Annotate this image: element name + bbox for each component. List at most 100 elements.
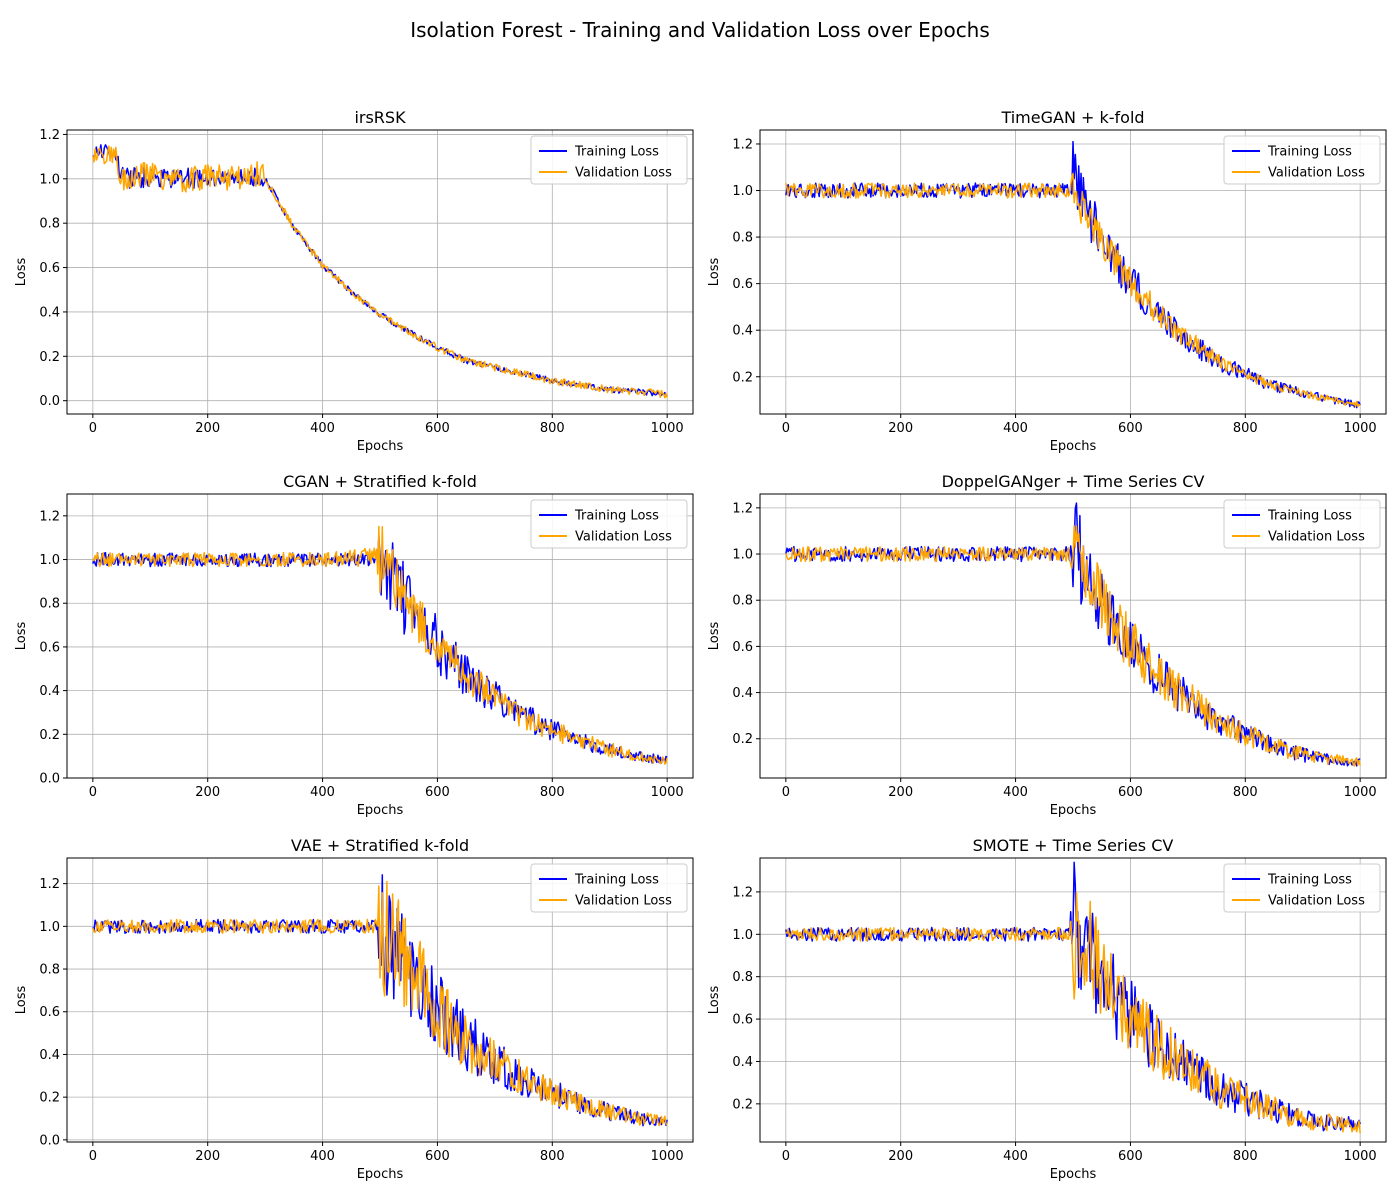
x-tick-label: 200 (888, 1149, 913, 1164)
x-tick-label: 1000 (651, 421, 684, 436)
y-axis-label: Loss (14, 622, 29, 651)
legend: Training Loss Validation Loss (530, 499, 688, 549)
x-tick-label: 200 (888, 785, 913, 800)
x-tick-label: 200 (195, 1149, 220, 1164)
x-tick-label: 800 (1233, 785, 1258, 800)
plot-frame (759, 129, 1387, 415)
y-tick-label: 0.6 (39, 1005, 60, 1020)
legend-box (530, 135, 688, 185)
x-tick-label: 400 (310, 1149, 335, 1164)
y-tick-label: 0.4 (732, 324, 753, 339)
x-tick-label: 400 (1003, 421, 1028, 436)
y-tick-label: 0.2 (732, 732, 753, 747)
x-tick-label: 800 (1233, 421, 1258, 436)
y-tick-label: 0.8 (732, 594, 753, 609)
x-tick-label: 600 (425, 1149, 450, 1164)
x-tick-label: 1000 (651, 785, 684, 800)
legend-label-validation-loss: Validation Loss (1268, 530, 1365, 545)
legend: Training Loss Validation Loss (530, 863, 688, 913)
x-tick-label: 200 (195, 421, 220, 436)
subplot-title: VAE + Stratified k-fold (291, 836, 469, 855)
x-tick-label: 0 (782, 785, 790, 800)
legend-label-validation-loss: Validation Loss (1268, 894, 1365, 909)
x-tick-label: 600 (1118, 1149, 1143, 1164)
y-tick-label: 0.0 (39, 1133, 60, 1148)
x-tick-label: 400 (1003, 1149, 1028, 1164)
y-tick-label: 0.0 (39, 772, 60, 787)
y-tick-label: 0.8 (732, 970, 753, 985)
y-tick-label: 1.2 (732, 885, 753, 900)
subplot-irsrsk: 0 200 400 600 800 1000 0.0 0.2 0.4 0.6 0.8 1.0 1.2 ir… (14, 108, 694, 454)
x-tick-label: 600 (425, 421, 450, 436)
subplot-title: DoppelGANger + Time Series CV (942, 472, 1205, 491)
x-axis-label: Epochs (1050, 1167, 1097, 1182)
y-tick-label: 0.8 (39, 963, 60, 978)
y-axis-label: Loss (707, 986, 722, 1015)
x-tick-label: 0 (782, 421, 790, 436)
x-tick-label: 600 (425, 785, 450, 800)
x-tick-label: 0 (89, 421, 97, 436)
y-tick-label: 0.8 (39, 597, 60, 612)
y-tick-label: 1.0 (39, 553, 60, 568)
x-tick-label: 800 (1233, 1149, 1258, 1164)
x-tick-label: 800 (540, 1149, 565, 1164)
y-tick-label: 1.0 (732, 184, 753, 199)
y-tick-label: 1.2 (732, 137, 753, 152)
y-tick-label: 1.0 (732, 548, 753, 563)
legend-label-training-loss: Training Loss (1267, 509, 1352, 524)
legend: Training Loss Validation Loss (1223, 499, 1381, 549)
y-tick-label: 1.2 (39, 877, 60, 892)
series-line-validation-loss (92, 145, 668, 399)
legend-label-training-loss: Training Loss (574, 145, 659, 160)
legend-label-training-loss: Training Loss (574, 873, 659, 888)
legend-box (530, 863, 688, 913)
series-line-training-loss (92, 874, 668, 1127)
x-tick-label: 600 (1118, 785, 1143, 800)
y-tick-label: 1.0 (39, 172, 60, 187)
x-axis-label: Epochs (1050, 439, 1097, 454)
y-tick-label: 1.0 (732, 928, 753, 943)
y-axis-label: Loss (14, 986, 29, 1015)
y-tick-label: 0.4 (732, 686, 753, 701)
y-tick-label: 1.0 (39, 920, 60, 935)
plot-frame (759, 857, 1387, 1143)
subplot-doppelganger-time-series-cv: 0 200 400 600 800 1000 0.2 0.4 0.6 0.8 1.0 1.2 Doppe… (707, 472, 1387, 818)
subplot-title: CGAN + Stratified k-fold (283, 472, 477, 491)
x-tick-label: 1000 (1344, 1149, 1377, 1164)
legend-box (1223, 499, 1381, 549)
y-tick-label: 0.4 (39, 1048, 60, 1063)
subplot-cgan-stratified-k-fold: 0 200 400 600 800 1000 0.0 0.2 0.4 0.6 0.8 1.0 1.2 CG… (14, 472, 694, 818)
legend-box (530, 499, 688, 549)
legend-label-validation-loss: Validation Loss (1268, 166, 1365, 181)
plot-frame (66, 493, 694, 779)
legend: Training Loss Validation Loss (530, 135, 688, 185)
y-tick-label: 0.8 (732, 231, 753, 246)
y-tick-label: 0.6 (39, 261, 60, 276)
series-line-validation-loss (92, 525, 668, 765)
y-tick-label: 0.6 (732, 1013, 753, 1028)
plot-frame (66, 857, 694, 1143)
x-tick-label: 200 (195, 785, 220, 800)
x-tick-label: 1000 (1344, 785, 1377, 800)
series-line-validation-loss (92, 880, 668, 1127)
legend-label-training-loss: Training Loss (574, 509, 659, 524)
x-tick-label: 1000 (651, 1149, 684, 1164)
x-tick-label: 0 (782, 1149, 790, 1164)
legend-label-validation-loss: Validation Loss (575, 530, 672, 545)
subplot-timegan-k-fold: 0 200 400 600 800 1000 0.2 0.4 0.6 0.8 1.0 1.2 TimeG… (707, 108, 1387, 454)
y-tick-label: 0.4 (732, 1055, 753, 1070)
x-tick-label: 200 (888, 421, 913, 436)
y-tick-label: 0.2 (732, 1097, 753, 1112)
y-tick-label: 0.6 (732, 277, 753, 292)
plot-frame (759, 493, 1387, 779)
y-tick-label: 0.2 (39, 1091, 60, 1106)
x-axis-label: Epochs (1050, 803, 1097, 818)
x-axis-label: Epochs (357, 1167, 404, 1182)
subplot-vae-stratified-k-fold: 0 200 400 600 800 1000 0.0 0.2 0.4 0.6 0.8 1.0 1.2 VA… (14, 836, 694, 1182)
x-tick-label: 400 (1003, 785, 1028, 800)
legend-label-training-loss: Training Loss (1267, 145, 1352, 160)
subplot-title: TimeGAN + k-fold (1000, 108, 1144, 127)
y-tick-label: 0.6 (39, 640, 60, 655)
legend-label-validation-loss: Validation Loss (575, 166, 672, 181)
